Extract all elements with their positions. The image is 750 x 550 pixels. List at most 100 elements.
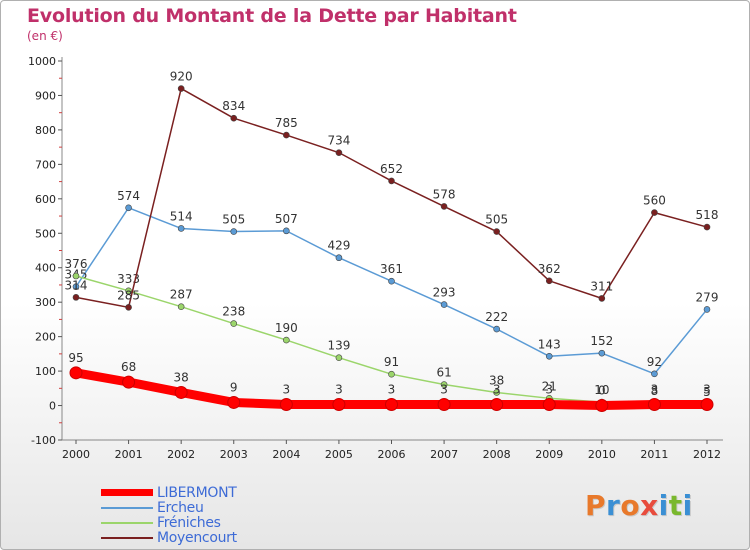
data-label-libermont: 9 — [230, 380, 238, 394]
data-point-moyencourt — [703, 223, 711, 231]
data-label-libermont: 38 — [174, 370, 189, 384]
data-label-libermont: 3 — [703, 383, 711, 397]
data-point-libermont — [332, 398, 346, 412]
data-label-libermont: 3 — [388, 383, 396, 397]
x-tick-label: 2004 — [272, 448, 300, 461]
legend-label: Moyencourt — [157, 529, 237, 546]
legend-label: Fréniches — [157, 514, 221, 531]
x-tick-label: 2002 — [167, 448, 195, 461]
data-point-libermont — [595, 399, 609, 413]
data-label-ercheu: 429 — [327, 239, 350, 253]
data-label-freniches: 21 — [542, 379, 557, 393]
logo-letter: x — [640, 489, 659, 522]
data-label-freniches: 61 — [436, 366, 451, 380]
data-label-freniches: 190 — [275, 321, 298, 335]
legend-swatch — [101, 489, 153, 496]
legend-item-libermont: LIBERMONT — [101, 484, 237, 501]
data-label-ercheu: 507 — [275, 212, 298, 226]
data-label-freniches: 139 — [327, 339, 350, 353]
data-point-ercheu — [545, 352, 553, 360]
data-point-moyencourt — [651, 209, 658, 216]
data-point-libermont — [227, 395, 241, 409]
legend-swatch — [101, 506, 153, 509]
data-point-ercheu — [283, 227, 290, 235]
data-label-moyencourt: 578 — [433, 187, 456, 201]
data-label-moyencourt: 314 — [65, 278, 88, 292]
data-point-ercheu — [177, 225, 185, 232]
data-label-ercheu: 92 — [647, 355, 662, 369]
data-label-libermont: 3 — [283, 383, 291, 397]
data-label-ercheu: 143 — [538, 337, 561, 351]
data-point-moyencourt — [598, 295, 606, 302]
data-point-ercheu — [440, 301, 448, 308]
data-label-ercheu: 152 — [590, 334, 613, 348]
data-point-moyencourt — [440, 203, 448, 210]
x-tick-label: 2008 — [483, 448, 511, 461]
chart-title: Evolution du Montant de la Dette par Hab… — [27, 5, 517, 27]
x-tick-label: 2006 — [378, 448, 406, 461]
y-tick-label: 0 — [49, 400, 56, 413]
data-point-libermont — [542, 398, 556, 412]
data-label-freniches: 287 — [170, 288, 193, 302]
legend-item-ercheu: Ercheu — [101, 500, 237, 516]
data-point-ercheu — [388, 277, 395, 285]
data-label-ercheu: 293 — [433, 286, 456, 300]
data-label-libermont: 3 — [493, 383, 501, 397]
data-label-freniches: 8 — [651, 384, 659, 398]
y-tick-label: 900 — [35, 89, 56, 102]
proxiti-logo: Proxiti — [585, 489, 693, 522]
data-point-libermont — [437, 398, 451, 412]
logo-letter: i — [658, 489, 669, 522]
data-point-freniches — [72, 272, 80, 280]
data-label-ercheu: 279 — [696, 290, 719, 304]
data-point-moyencourt — [283, 131, 290, 139]
data-label-libermont: 95 — [68, 351, 83, 365]
data-point-libermont — [174, 385, 188, 399]
series-ercheu: 34557451450550742936129322214315292279 — [65, 189, 719, 378]
data-label-freniches: 10 — [594, 383, 609, 397]
data-label-moyencourt: 920 — [170, 70, 193, 84]
logo-letter: P — [585, 489, 607, 522]
x-tick-label: 2010 — [588, 448, 616, 461]
y-tick-label: 300 — [35, 296, 56, 309]
data-point-freniches — [125, 287, 132, 295]
x-tick-label: 2005 — [325, 448, 353, 461]
series-moyencourt: 314 285 920 834 785 734 652 578 505 362 311 560 518 — [65, 70, 719, 311]
x-tick-label: 2009 — [535, 448, 563, 461]
data-point-freniches — [283, 336, 290, 344]
data-label-moyencourt: 285 — [117, 288, 140, 302]
y-tick-label: 200 — [35, 331, 56, 344]
y-tick-label: 400 — [35, 262, 56, 275]
data-point-libermont — [647, 398, 661, 412]
data-point-libermont — [279, 398, 293, 412]
data-label-freniches: 38 — [489, 373, 504, 387]
data-label-freniches: 238 — [222, 305, 245, 319]
series-libermont: 95 68 38 9 3 3 3 3 3 3 0 3 3 — [68, 351, 714, 413]
logo-letter: i — [682, 489, 693, 522]
data-point-moyencourt — [335, 149, 343, 156]
logo-letter: o — [620, 489, 641, 522]
y-tick-label: 100 — [35, 365, 56, 378]
data-point-freniches — [335, 354, 343, 361]
data-label-ercheu: 574 — [117, 189, 140, 203]
logo-letter: t — [668, 489, 683, 522]
data-label-moyencourt: 734 — [327, 134, 350, 148]
data-label-moyencourt: 311 — [590, 279, 613, 293]
data-point-libermont — [122, 375, 136, 389]
y-tick-label: -100 — [31, 434, 56, 447]
chart-subtitle: (en €) — [27, 29, 63, 43]
x-tick-label: 2012 — [693, 448, 721, 461]
y-tick-label: 1000 — [28, 55, 56, 68]
data-point-ercheu — [651, 370, 658, 378]
data-point-moyencourt — [177, 85, 185, 92]
data-point-freniches — [177, 303, 185, 310]
data-point-ercheu — [598, 349, 606, 357]
data-point-ercheu — [230, 228, 238, 235]
legend-label: LIBERMONT — [157, 484, 237, 501]
data-point-libermont — [700, 398, 714, 412]
data-label-ercheu: 361 — [380, 262, 403, 276]
data-label-libermont: 3 — [651, 383, 659, 397]
data-point-libermont — [69, 366, 83, 380]
data-label-moyencourt: 518 — [696, 208, 719, 222]
logo-letter: r — [606, 489, 621, 522]
